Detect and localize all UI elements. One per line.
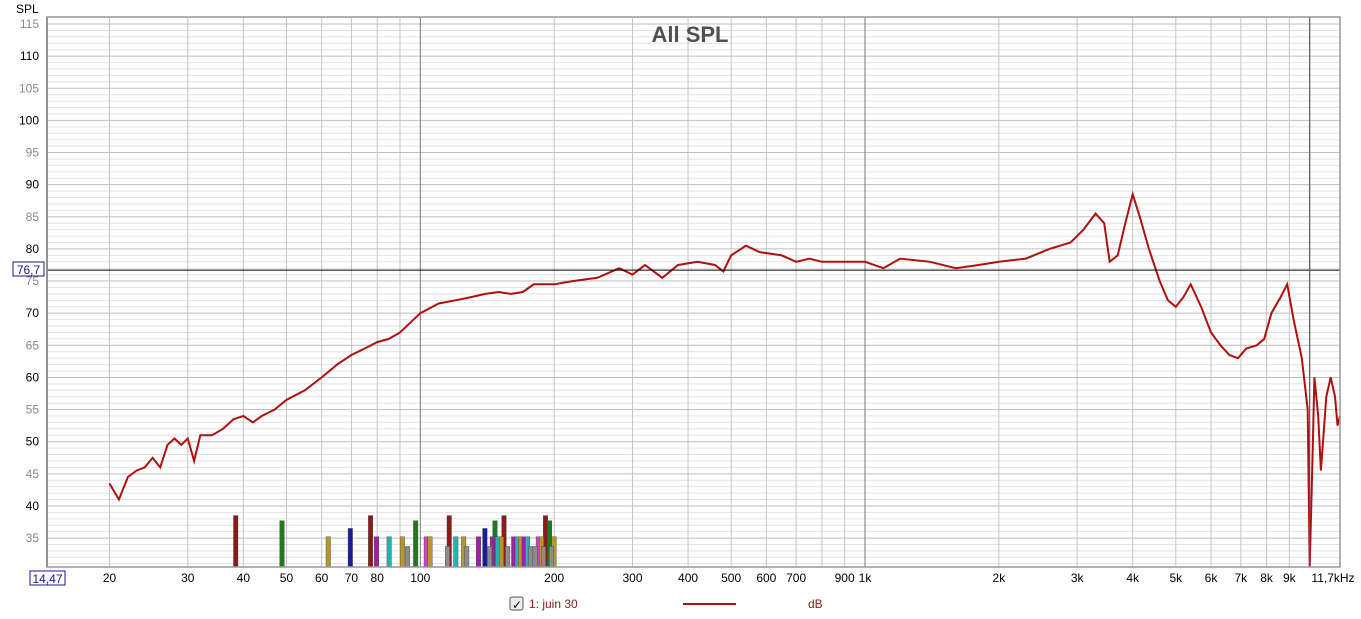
y-tick-label: 50: [26, 435, 40, 449]
x-tick-label: 600: [756, 571, 776, 585]
mode-bar: [374, 536, 379, 568]
x-tick-label: 4k: [1126, 571, 1140, 585]
mode-bar: [233, 515, 239, 568]
mode-bar: [505, 546, 511, 568]
spl-curve: [108, 190, 1341, 568]
y-tick-label: 105: [19, 81, 39, 95]
y-tick-label: 95: [26, 146, 40, 160]
y-cursor-value: 76,7: [17, 263, 41, 277]
mode-bar: [476, 536, 481, 568]
mode-bar: [279, 520, 285, 568]
y-tick-label: 65: [26, 338, 40, 352]
x-tick-label: 700: [786, 571, 806, 585]
x-cursor-value: 14,47: [32, 572, 62, 586]
y-axis-label: SPL: [16, 2, 39, 16]
mode-bar: [487, 546, 493, 568]
legend-label[interactable]: 1: juin 30: [529, 597, 578, 611]
y-tick-label: 90: [26, 178, 40, 192]
x-tick-label: 300: [622, 571, 642, 585]
x-tick-label: 2k: [993, 571, 1007, 585]
y-tick-label: 80: [26, 242, 40, 256]
y-tick-label: 110: [20, 49, 39, 63]
legend-checkbox[interactable]: ✓: [509, 596, 524, 612]
x-tick-label: 100: [410, 571, 430, 585]
mode-bar: [453, 536, 459, 568]
y-tick-label: 85: [26, 210, 40, 224]
y-tick-label: 75: [26, 274, 40, 288]
x-tick-label: 400: [678, 571, 698, 585]
mode-bars: [233, 515, 557, 568]
mode-bar: [549, 546, 554, 568]
y-tick-label: 70: [26, 306, 40, 320]
x-tick-label: 900: [835, 571, 855, 585]
y-tick-label: 60: [26, 370, 40, 384]
x-tick-label: 70: [345, 571, 359, 585]
mode-bar: [368, 515, 374, 568]
mode-bar: [399, 536, 405, 568]
y-axis-ticks: 115 110 105 100 95 90 85 80 75 70 65 60 55 50 45 40 35: [19, 17, 39, 545]
x-cursor-readout: 14,47: [29, 570, 66, 586]
x-tick-label: 30: [181, 571, 195, 585]
x-tick-label: 20: [103, 571, 117, 585]
legend: ✓ 1: juin 30 dB: [509, 596, 823, 612]
grid: [47, 17, 1340, 567]
check-icon: ✓: [512, 598, 522, 612]
chart-title: All SPL: [651, 22, 728, 47]
mode-bar: [427, 536, 433, 568]
x-tick-label: 50: [280, 571, 294, 585]
mode-bar: [528, 546, 534, 568]
x-tick-label: 8k: [1260, 571, 1274, 585]
x-tick-label: 5k: [1169, 571, 1183, 585]
mode-bar: [532, 546, 538, 568]
y-tick-label: 115: [20, 17, 39, 31]
x-tick-label: 9k: [1283, 571, 1297, 585]
y-tick-label: 35: [26, 531, 40, 545]
y-tick-label: 55: [26, 403, 40, 417]
mode-bar: [541, 546, 546, 568]
legend-unit: dB: [808, 597, 823, 611]
plot-frame: [46, 16, 1341, 568]
y-tick-label: 40: [26, 499, 40, 513]
mode-bar: [386, 536, 392, 568]
x-tick-label: 60: [315, 571, 329, 585]
x-tick-label: 80: [371, 571, 385, 585]
x-tick-label: 200: [544, 571, 564, 585]
mode-bar: [498, 536, 504, 568]
mode-bar: [347, 528, 353, 568]
x-tick-label: 11,7kHz: [1311, 571, 1354, 585]
mode-bar: [482, 528, 488, 568]
y-tick-label: 100: [19, 113, 39, 127]
x-tick-label: 40: [237, 571, 251, 585]
mode-bar: [413, 520, 419, 568]
mode-bar: [405, 546, 411, 568]
x-tick-label: 7k: [1234, 571, 1248, 585]
x-tick-label: 1k: [859, 571, 873, 585]
x-tick-label: 6k: [1205, 571, 1219, 585]
mode-bar: [325, 536, 331, 568]
x-tick-label: 500: [721, 571, 741, 585]
x-tick-label: 3k: [1071, 571, 1085, 585]
mode-bar: [445, 546, 451, 568]
y-tick-label: 45: [26, 467, 40, 481]
mode-bar: [464, 546, 470, 568]
x-axis-ticks: 20 30 40 50 60 70 80 100 200 300 400 500 600 700 900 1k…: [103, 571, 1355, 585]
y-cursor-readout: 76,7: [12, 261, 45, 277]
